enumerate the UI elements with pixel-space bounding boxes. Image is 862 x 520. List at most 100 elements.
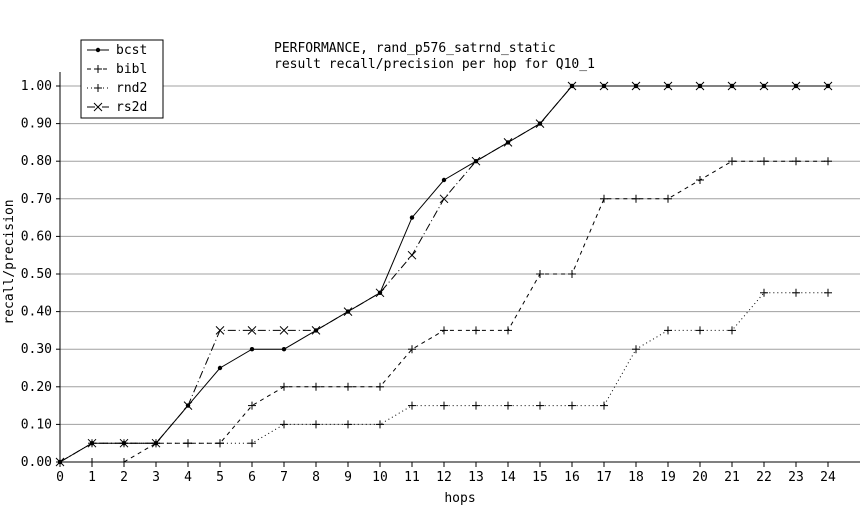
legend-item-rs2d: rs2d [87,100,147,115]
data-point-rs2d [599,81,609,91]
y-tick-label: 0.40 [21,305,52,320]
x-tick-label: 12 [436,470,452,485]
data-point-rnd2 [408,401,416,410]
x-tick-label: 24 [820,470,836,485]
data-point-bibl [664,194,672,203]
data-point-rnd2 [760,288,768,297]
y-tick-label: 0.50 [21,267,52,282]
x-tick-label: 1 [88,470,96,485]
data-point-bibl [568,270,576,278]
x-tick-label: 7 [280,470,288,485]
grid [60,85,860,425]
legend-marker [94,65,102,73]
data-point-rs2d [247,326,257,335]
x-tick-label: 9 [344,470,352,485]
data-point-rs2d [215,326,225,335]
data-point-rs2d [663,81,673,91]
data-point-bibl [376,382,384,391]
y-tick-label: 0.30 [21,342,52,357]
data-point-rnd2 [696,326,704,335]
y-tick-label: 1.00 [21,79,52,94]
legend-label: bcst [116,43,147,58]
legend-item-rnd2: rnd2 [87,81,147,96]
data-point-bibl [696,176,704,184]
data-point-bibl [88,458,96,466]
data-point-rnd2 [440,401,448,410]
data-point-bibl [280,382,288,391]
legend-item-bibl: bibl [87,62,147,77]
chart-title: PERFORMANCE, rand_p576_satrnd_static [274,41,556,56]
legend-marker [95,47,101,53]
data-point-rnd2 [312,420,320,429]
data-point-rnd2 [344,420,352,429]
y-tick-label: 0.90 [21,117,52,132]
legend-label: rnd2 [116,81,147,96]
data-point-rs2d [791,81,801,91]
y-tick-label: 0.10 [21,417,52,432]
data-point-bibl [728,157,736,166]
data-point-bcst [281,347,287,352]
x-tick-label: 13 [468,470,484,485]
data-point-rnd2 [664,326,672,335]
data-point-rs2d [535,119,545,128]
x-tick-label: 10 [372,470,388,485]
data-point-bibl [312,382,320,391]
x-tick-label: 20 [692,470,708,485]
y-tick-label: 0.70 [21,192,52,207]
chart-subtitle: result recall/precision per hop for Q10_… [274,57,595,72]
data-point-bcst [409,215,415,220]
x-tick-label: 6 [248,470,256,485]
data-point-bcst [249,347,255,352]
data-point-rs2d [567,81,577,91]
x-tick-label: 18 [628,470,644,485]
legend-label: bibl [116,62,147,77]
x-tick-label: 22 [756,470,772,485]
data-point-rs2d [151,438,161,448]
x-tick-label: 23 [788,470,804,485]
x-axis-label: hops [444,491,475,506]
x-tick-label: 2 [120,470,128,485]
x-tick-label: 11 [404,470,420,485]
y-tick-label: 0.20 [21,380,52,395]
data-point-bibl [344,382,352,391]
data-point-bibl [440,326,448,335]
data-point-rnd2 [536,401,544,410]
data-point-rs2d [343,307,353,316]
data-point-rs2d [311,326,321,335]
series-layer [55,81,833,467]
data-point-bibl [824,157,832,166]
axes: 0.00 0.10 0.20 0.30 0.40 0.50 0.60 0.70 0.80 0.90… [21,72,860,485]
x-tick-label: 19 [660,470,676,485]
data-point-rs2d [119,438,129,448]
x-tick-label: 3 [152,470,160,485]
series-rs2d [55,81,833,467]
data-point-rnd2 [824,288,832,297]
data-point-bibl [504,326,512,335]
data-point-bibl [760,157,768,166]
data-point-rnd2 [280,420,288,429]
data-point-rs2d [695,81,705,91]
data-point-bcst [217,365,223,371]
data-point-rs2d [407,250,417,260]
x-tick-label: 15 [532,470,548,485]
data-point-bcst [441,177,447,183]
data-point-rnd2 [472,401,480,410]
x-tick-label: 8 [312,470,320,485]
x-tick-label: 14 [500,470,516,485]
x-tick-label: 4 [184,470,192,485]
legend-marker [94,84,102,92]
data-point-rnd2 [600,401,608,410]
data-point-bibl [792,157,800,166]
data-point-rs2d [727,81,737,91]
data-point-rs2d [503,138,513,147]
y-tick-label: 0.00 [21,455,52,470]
y-tick-label: 0.80 [21,154,52,169]
data-point-bibl [408,345,416,354]
data-point-rs2d [439,194,449,204]
data-point-rnd2 [632,345,640,354]
data-point-rnd2 [568,401,576,410]
x-tick-label: 16 [564,470,580,485]
legend-item-bcst: bcst [87,43,147,58]
x-tick-label: 21 [724,470,740,485]
